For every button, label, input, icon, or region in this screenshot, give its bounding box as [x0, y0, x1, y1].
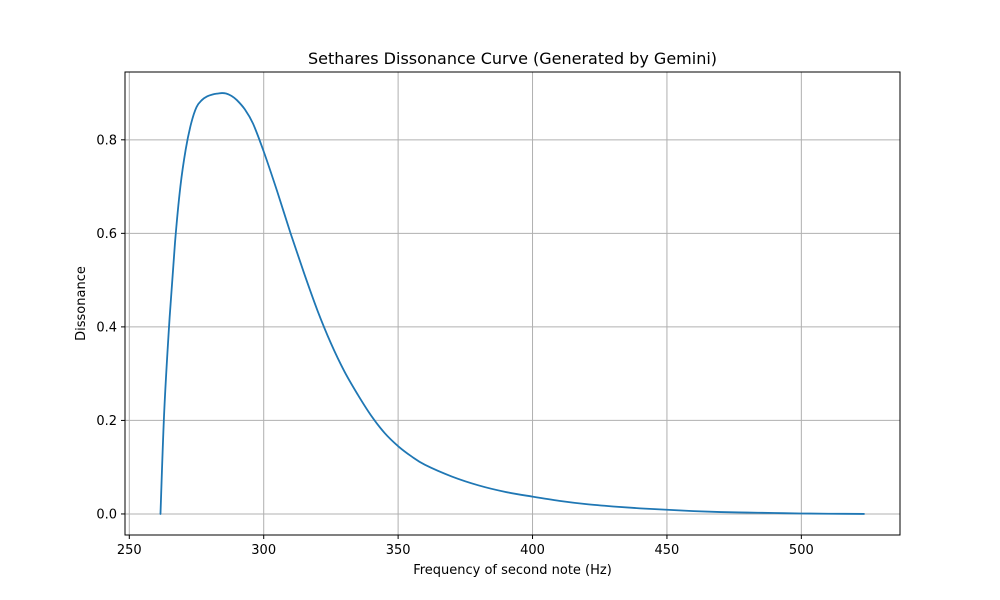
y-tick-label: 0.6 [96, 227, 117, 242]
chart-title: Sethares Dissonance Curve (Generated by … [308, 49, 717, 68]
y-tick-label: 0.2 [96, 414, 117, 429]
y-axis-label: Dissonance [74, 266, 89, 341]
grid [125, 72, 900, 535]
x-tick-label: 450 [655, 543, 680, 558]
x-tick-label: 500 [789, 543, 814, 558]
x-tick-label: 350 [386, 543, 411, 558]
x-axis-ticks: 250 300 350 400 450 500 [117, 535, 814, 558]
plot-area-frame [124, 71, 901, 536]
y-tick-label: 0.0 [96, 507, 117, 522]
x-axis-label: Frequency of second note (Hz) [413, 563, 612, 578]
dissonance-line [159, 92, 865, 515]
y-tick-label: 0.8 [96, 133, 117, 148]
y-axis-ticks: 0.0 0.2 0.4 0.6 0.8 [96, 133, 125, 522]
x-tick-label: 300 [251, 543, 276, 558]
x-tick-label: 400 [520, 543, 545, 558]
y-tick-label: 0.4 [96, 320, 117, 335]
x-tick-label: 250 [117, 543, 142, 558]
